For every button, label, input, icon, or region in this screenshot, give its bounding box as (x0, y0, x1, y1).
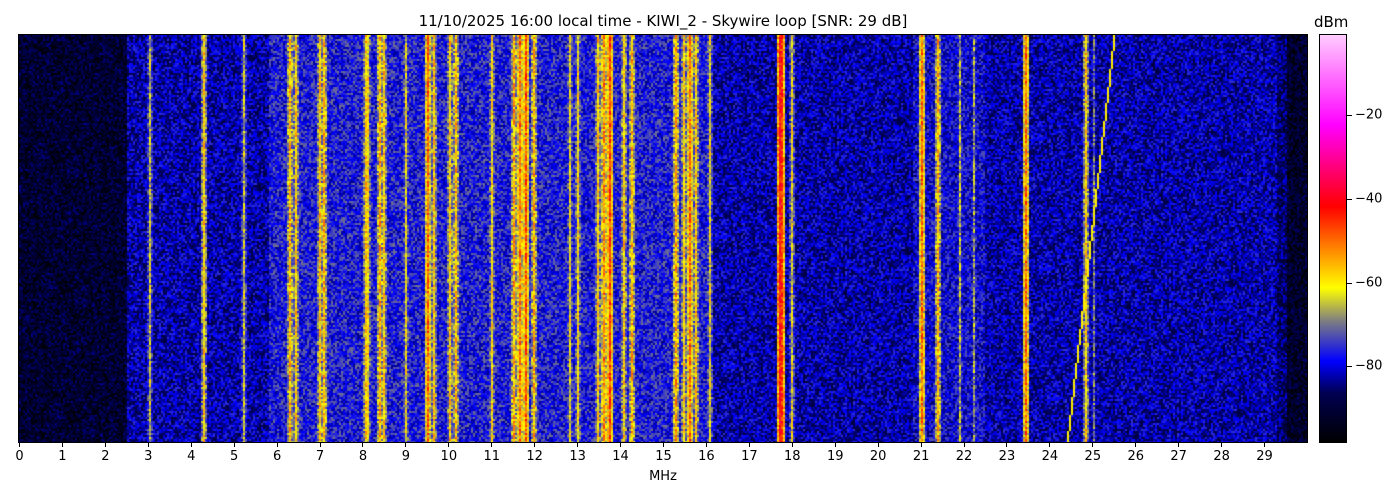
x-tick (405, 442, 407, 447)
x-tick-label: 27 (1170, 449, 1187, 464)
x-axis-label: MHz (649, 469, 677, 484)
x-tick-label: 14 (612, 449, 629, 464)
x-tick-label: 26 (1127, 449, 1145, 464)
x-tick-label: 24 (1041, 449, 1059, 464)
x-tick (104, 442, 106, 447)
x-tick (705, 442, 707, 447)
x-tick (1006, 442, 1008, 447)
x-tick (190, 442, 192, 447)
x-tick-label: 21 (912, 449, 930, 464)
x-tick (577, 442, 579, 447)
x-tick-label: 4 (187, 449, 196, 464)
x-tick (147, 442, 149, 447)
colorbar-tick-label: −20 (1355, 107, 1383, 123)
colorbar (1319, 34, 1347, 443)
x-tick-label: 20 (869, 449, 887, 464)
x-tick (1221, 442, 1223, 447)
colorbar-tick-label: −60 (1355, 275, 1383, 291)
x-tick (319, 442, 321, 447)
x-tick (233, 442, 235, 447)
x-tick (448, 442, 450, 447)
colorbar-tick-label: −40 (1355, 191, 1383, 207)
x-tick (1135, 442, 1137, 447)
chart-title: 11/10/2025 16:00 local time - KIWI_2 - S… (418, 12, 908, 30)
spectrogram-heatmap (18, 34, 1308, 443)
x-tick-label: 13 (569, 449, 586, 464)
x-tick-label: 29 (1256, 449, 1273, 464)
x-tick-label: 22 (955, 449, 973, 464)
x-tick-label: 10 (440, 449, 458, 464)
x-tick (920, 442, 922, 447)
x-tick (362, 442, 364, 447)
x-tick (877, 442, 879, 447)
x-tick-label: 0 (15, 449, 24, 464)
x-tick-label: 18 (784, 449, 801, 464)
colorbar-tick (1347, 282, 1352, 284)
colorbar-label: dBm (1314, 13, 1349, 31)
x-tick-label: 19 (826, 449, 844, 464)
colorbar-tick (1347, 366, 1352, 368)
x-tick-label: 23 (998, 449, 1016, 464)
x-tick (491, 442, 493, 447)
x-tick (1178, 442, 1180, 447)
colorbar-tick (1347, 114, 1352, 116)
colorbar-tick (1347, 198, 1352, 200)
x-tick-label: 3 (144, 449, 153, 464)
x-tick (748, 442, 750, 447)
x-tick (1092, 442, 1094, 447)
x-tick-label: 1 (58, 449, 67, 464)
x-tick (791, 442, 793, 447)
colorbar-tick-label: −80 (1355, 358, 1383, 374)
x-tick-label: 2 (101, 449, 110, 464)
x-tick-label: 25 (1084, 449, 1102, 464)
x-tick-label: 5 (230, 449, 239, 464)
x-tick-label: 8 (358, 449, 368, 464)
x-tick-label: 17 (741, 449, 758, 464)
x-tick-label: 9 (401, 449, 411, 464)
x-tick-label: 16 (698, 449, 715, 464)
x-tick-label: 11 (483, 449, 501, 464)
x-tick (276, 442, 278, 447)
x-tick (61, 442, 63, 447)
x-tick (534, 442, 536, 447)
x-tick-label: 12 (526, 449, 543, 464)
x-tick-label: 15 (655, 449, 672, 464)
x-tick (834, 442, 836, 447)
x-tick (19, 442, 20, 447)
x-tick (663, 442, 664, 447)
x-tick (620, 442, 622, 447)
x-tick-label: 6 (272, 449, 282, 464)
x-tick-label: 28 (1213, 449, 1230, 464)
x-tick (1049, 442, 1051, 447)
x-tick (963, 442, 965, 447)
x-tick-label: 7 (315, 449, 325, 464)
x-tick (1264, 442, 1266, 447)
